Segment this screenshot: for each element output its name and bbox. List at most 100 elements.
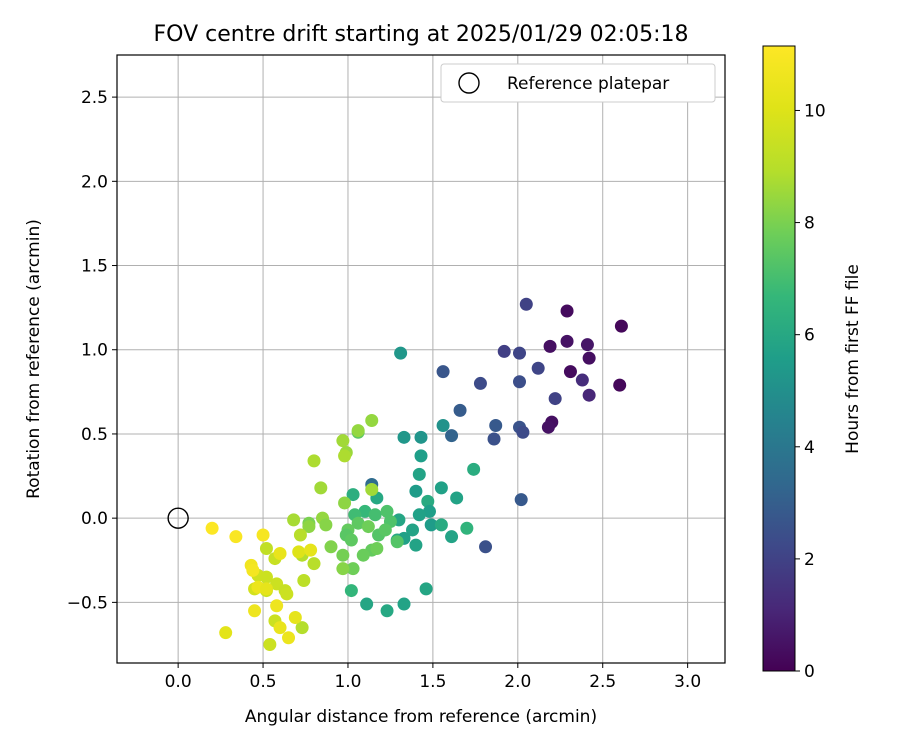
grid-layer (117, 55, 725, 663)
data-point (356, 548, 370, 562)
data-point (314, 481, 328, 495)
data-point (336, 548, 350, 562)
data-point (346, 562, 360, 576)
data-point (380, 604, 394, 618)
x-axis-ticks: 0.0 0.5 1.0 1.5 2.0 2.5 3.0 (165, 663, 701, 692)
data-point (421, 494, 435, 508)
data-point (541, 420, 555, 434)
data-point (336, 434, 350, 448)
data-point (424, 518, 438, 532)
colorbar-label: Hours from first FF file (843, 264, 863, 454)
colorbar: 0 2 4 6 8 10 Hours from first FF file (762, 45, 863, 682)
data-point (270, 599, 284, 613)
data-point (248, 604, 262, 618)
data-point (394, 346, 408, 360)
data-point (344, 584, 358, 598)
chart-title: FOV centre drift starting at 2025/01/29 … (154, 22, 689, 47)
data-point (582, 351, 596, 365)
data-point (434, 518, 448, 532)
data-point (516, 425, 530, 439)
data-point (434, 481, 448, 495)
data-point (280, 587, 294, 601)
data-point (273, 547, 287, 561)
data-point (282, 631, 296, 645)
data-point (450, 491, 464, 505)
data-point (613, 378, 627, 392)
x-tick-label: 1.0 (334, 672, 361, 692)
data-point (370, 541, 384, 555)
data-point (397, 430, 411, 444)
data-point (365, 413, 379, 427)
plot-frame (116, 54, 726, 664)
data-point (460, 521, 474, 535)
data-point (307, 557, 321, 571)
data-point (519, 297, 533, 311)
colorbar-ticks: 0 2 4 6 8 10 (795, 101, 826, 682)
colorbar-tick-label: 10 (804, 101, 826, 121)
data-point (287, 513, 301, 527)
data-point (344, 533, 358, 547)
data-point (368, 508, 382, 522)
data-point (614, 319, 628, 333)
data-point (479, 540, 493, 554)
data-point (580, 338, 594, 352)
data-point (514, 493, 528, 507)
y-axis-ticks: −0.5 0.0 0.5 1.0 1.5 2.0 2.5 (67, 88, 117, 613)
data-point (297, 573, 311, 587)
data-point (414, 449, 428, 463)
y-tick-label: 2.0 (81, 172, 108, 192)
colorbar-tick-label: 6 (804, 326, 815, 346)
x-tick-label: 2.0 (504, 672, 531, 692)
data-point (378, 523, 392, 537)
legend: Reference platepar (440, 63, 716, 103)
data-point (351, 424, 365, 438)
data-point (489, 419, 503, 433)
data-point (292, 545, 306, 559)
data-point (409, 484, 423, 498)
data-point (360, 597, 374, 611)
y-tick-label: 2.5 (81, 88, 108, 108)
data-point (390, 535, 404, 549)
data-point (336, 562, 350, 576)
data-point (259, 582, 273, 596)
data-point (406, 523, 420, 537)
data-point (531, 361, 545, 375)
x-tick-label: 0.0 (165, 672, 192, 692)
x-tick-label: 2.5 (589, 672, 616, 692)
colorbar-gradient (762, 45, 796, 672)
data-point (563, 365, 577, 379)
data-point (288, 611, 302, 625)
data-point (324, 540, 338, 554)
data-point (582, 388, 596, 402)
data-point (445, 530, 459, 544)
colorbar-tick-label: 4 (804, 438, 815, 458)
legend-marker-icon (458, 72, 480, 94)
data-point (319, 518, 333, 532)
data-point (304, 543, 318, 557)
data-point (412, 467, 426, 481)
data-point (338, 449, 352, 463)
data-point (380, 504, 394, 518)
legend-entry-label: Reference platepar (507, 74, 669, 94)
colorbar-tick-label: 8 (804, 214, 815, 234)
y-tick-label: 1.0 (81, 341, 108, 361)
y-tick-label: 0.0 (81, 509, 108, 529)
data-point (560, 334, 574, 348)
data-point (256, 528, 270, 542)
data-point (273, 621, 287, 635)
data-point (436, 419, 450, 433)
data-point (409, 538, 423, 552)
data-point (361, 520, 375, 534)
data-point (513, 375, 527, 389)
data-point (414, 430, 428, 444)
data-point (338, 496, 352, 510)
data-point (487, 432, 501, 446)
data-point (467, 462, 481, 476)
data-point (575, 373, 589, 387)
data-point (219, 626, 233, 640)
data-point (543, 339, 557, 353)
data-point (293, 528, 307, 542)
legend-box (440, 63, 716, 103)
data-point (346, 488, 360, 502)
